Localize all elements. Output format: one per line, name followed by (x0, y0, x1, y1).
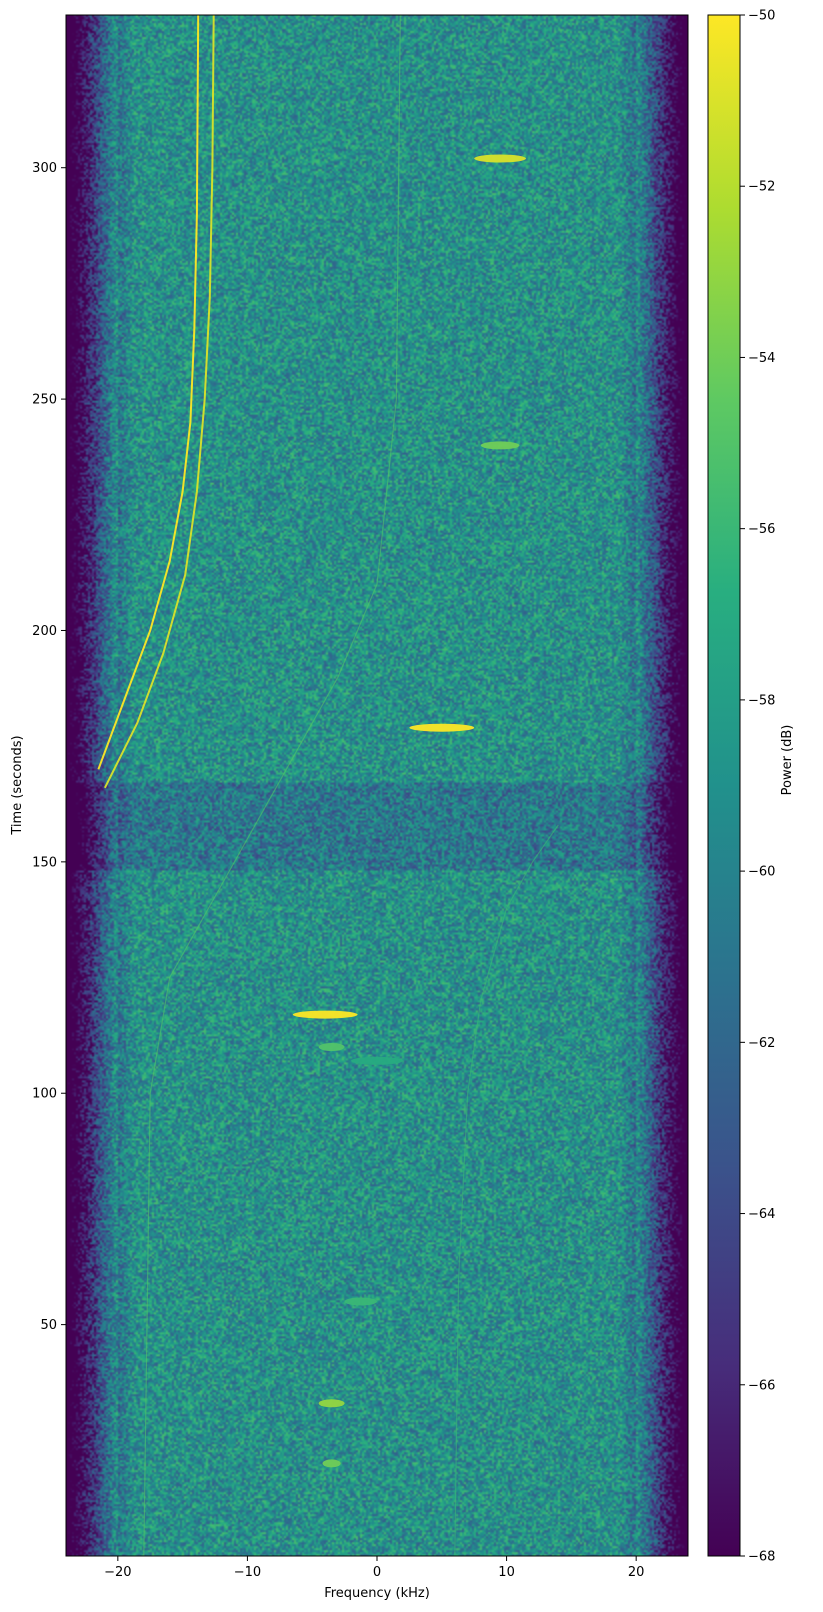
signals-layer (97, 15, 559, 1556)
y-axis-ticks: 50 100 150 200 250 300 (32, 161, 66, 1333)
signal-burst-6 (318, 1399, 345, 1408)
plot-area (66, 15, 688, 1556)
colorbar-tick-label: −50 (748, 9, 775, 24)
x-tick-label: −20 (104, 1565, 131, 1580)
x-tick-label: −10 (234, 1565, 261, 1580)
y-axis-title: Time (seconds) (10, 735, 25, 835)
colorbar-gradient (708, 15, 740, 1556)
drifting-signal-2 (104, 15, 215, 789)
x-tick-label: 10 (498, 1565, 515, 1580)
colorbar-tick-label: −52 (748, 180, 775, 195)
x-tick-label: 0 (373, 1565, 381, 1580)
y-tick-label: 100 (32, 1087, 57, 1102)
colorbar-tick-label: −62 (748, 1036, 775, 1051)
signal-burst-2 (409, 723, 475, 732)
y-tick-label: 200 (32, 624, 57, 639)
colorbar-ticks: −68 −66 −64 −62 −60 −58 −56 −54 −52 −50 (740, 9, 775, 1565)
y-tick-label: 300 (32, 161, 57, 176)
signal-burst-7 (322, 1459, 341, 1468)
drifting-signal-4 (454, 824, 559, 1556)
signal-burst-3 (474, 154, 526, 163)
signal-burst-9 (351, 1056, 403, 1065)
x-tick-label: 20 (628, 1565, 645, 1580)
drifting-signal-3 (143, 15, 401, 1556)
spectrogram-heatmap (66, 15, 688, 1556)
colorbar-tick-label: −64 (748, 1207, 775, 1222)
drifting-signal-1 (97, 15, 200, 770)
signal-burst-4 (480, 441, 520, 450)
colorbar-tick-label: −66 (748, 1378, 775, 1393)
colorbar-label: Power (dB) (780, 725, 795, 796)
colorbar-tick-label: −60 (748, 865, 775, 880)
colorbar-tick-label: −54 (748, 351, 775, 366)
colorbar: −68 −66 −64 −62 −60 −58 −56 −54 −52 −50 Power (dB… (707, 9, 795, 1565)
y-tick-label: 50 (40, 1318, 57, 1333)
colorbar-frame (707, 14, 741, 1557)
signal-burst-8 (344, 1297, 377, 1306)
y-tick-label: 250 (32, 393, 57, 408)
colorbar-tick-label: −56 (748, 522, 775, 537)
colorbar-tick-label: −58 (748, 693, 775, 708)
signal-burst-1 (292, 1010, 358, 1019)
x-axis-ticks: −20 −10 0 10 20 (104, 1556, 644, 1580)
signal-burst-5 (318, 1043, 345, 1051)
y-tick-label: 150 (32, 855, 57, 870)
x-axis-title: Frequency (kHz) (324, 1586, 430, 1601)
colorbar-tick-label: −68 (748, 1550, 775, 1565)
